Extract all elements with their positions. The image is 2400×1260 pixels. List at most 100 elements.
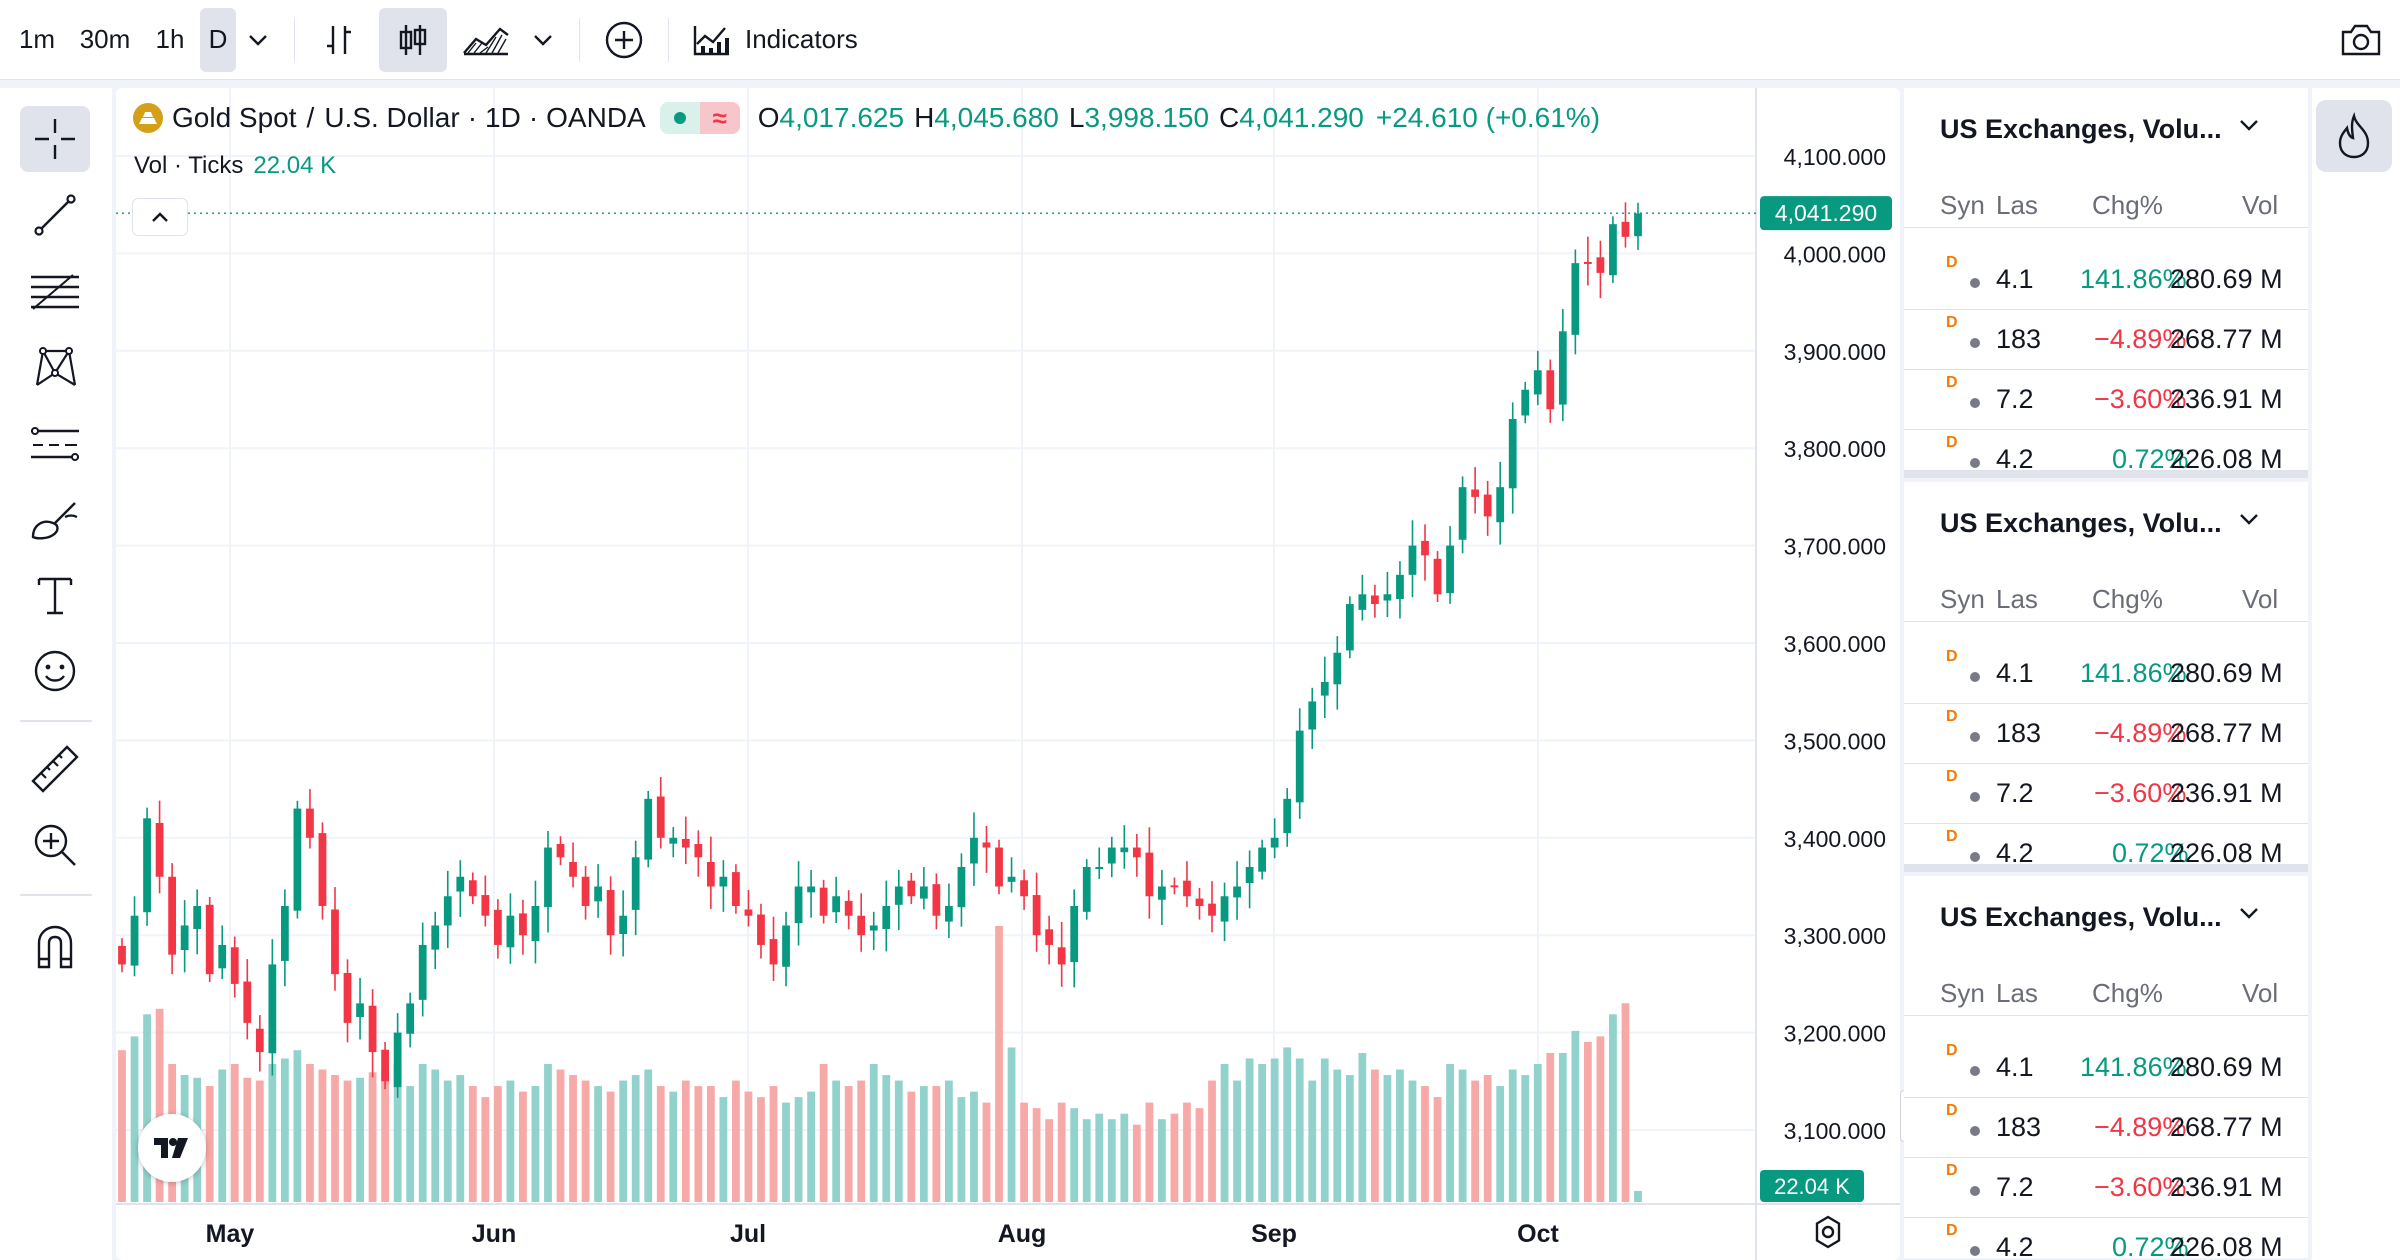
watchlist-divider[interactable] (1904, 470, 2308, 478)
candle-body (844, 900, 853, 916)
interval-1h-button[interactable]: 1h (155, 24, 185, 54)
price-tick-label: 3,400.000 (1784, 826, 1886, 852)
candle-body (957, 867, 966, 908)
col-change[interactable]: Chg% (2092, 584, 2163, 614)
watchlist-row[interactable]: D 4.2 0.72% 226.08 M (1904, 1218, 2308, 1258)
watchlist-row[interactable]: D 4.1 141.86% 280.69 M (1904, 644, 2308, 704)
volume-bar (769, 1086, 778, 1202)
volume-bar (669, 1091, 678, 1202)
price-chart[interactable]: 4,100.000 4,000.000 3,900.000 3,800.000 3,70… (116, 88, 1900, 1260)
interval-d-button[interactable]: D (200, 7, 236, 72)
top-toolbar: 1m 30m 1h D Indicators (0, 0, 2400, 80)
interval-dropdown-button[interactable] (236, 8, 280, 72)
pattern-tool-button[interactable] (20, 334, 90, 400)
indicators-button[interactable]: Indicators (683, 8, 872, 72)
candle-body (1471, 489, 1480, 497)
fib-tool-button[interactable] (20, 258, 90, 324)
chevron-down-icon[interactable] (2238, 906, 2260, 920)
watchlist-row[interactable]: D 183 −4.89% 268.77 M (1904, 310, 2308, 370)
compare-symbol-button[interactable] (594, 8, 654, 72)
volume-bar (556, 1069, 565, 1202)
volume-bar (331, 1075, 339, 1202)
watchlist-row[interactable]: D 4.1 141.86% 280.69 M (1904, 250, 2308, 310)
trend-line-tool-button[interactable] (20, 182, 90, 248)
col-symbol[interactable]: Syn (1940, 190, 1985, 220)
camera-icon (2341, 24, 2381, 55)
change-percent: 0.72% (2112, 444, 2189, 470)
watchlist-row[interactable]: D 7.2 −3.60% 236.91 M (1904, 1158, 2308, 1218)
volume-bar (1471, 1080, 1480, 1202)
col-volume[interactable]: Vol (2242, 584, 2279, 614)
interval-1m-button[interactable]: 1m (18, 24, 56, 54)
col-last[interactable]: Las (1996, 584, 2038, 614)
prediction-tool-button[interactable] (20, 410, 90, 476)
crosshair-tool-button[interactable] (20, 106, 90, 172)
snapshot-button[interactable] (2326, 8, 2396, 72)
bar-chart-type-button[interactable] (309, 8, 373, 72)
volume-bar (1132, 1124, 1141, 1202)
volume-bar (1584, 1041, 1592, 1202)
col-volume[interactable]: Vol (2242, 190, 2279, 220)
last-price: 183 (1996, 1112, 2042, 1142)
volume-bar (694, 1086, 703, 1202)
symbol-name[interactable]: Gold Spot (172, 102, 297, 133)
watchlist-row[interactable]: D 4.2 0.72% 226.08 M (1904, 430, 2308, 470)
watchlist-row[interactable]: D 7.2 −3.60% 236.91 M (1904, 764, 2308, 824)
ruler-tool-button[interactable] (20, 736, 90, 802)
chart-pane[interactable]: 4,100.000 4,000.000 3,900.000 3,800.000 3,70… (116, 88, 1900, 1260)
volume: 268.77 M (2170, 718, 2283, 748)
watchlist-row[interactable]: D 7.2 −3.60% 236.91 M (1904, 370, 2308, 430)
chevron-down-icon[interactable] (2238, 118, 2260, 132)
watchlist-title[interactable]: US Exchanges, Volu... (1940, 114, 2222, 144)
status-dot (1970, 1126, 1980, 1136)
chart-type-dropdown-button[interactable] (521, 8, 565, 72)
market-status-pill[interactable]: ≈ (659, 102, 740, 134)
candle-body (694, 844, 703, 858)
candle-body (1508, 418, 1517, 489)
close-value: 4,041.290 (1239, 102, 1364, 133)
candle-body (1095, 867, 1104, 870)
watchlist-divider[interactable] (1904, 864, 2308, 872)
col-change[interactable]: Chg% (2092, 978, 2163, 1008)
tools-divider (20, 894, 92, 896)
volume: 280.69 M (2170, 658, 2283, 688)
drawing-toolbar (0, 88, 112, 1260)
chart-settings-button[interactable] (1810, 1214, 1846, 1255)
watchlist-row[interactable]: D 4.2 0.72% 226.08 M (1904, 824, 2308, 864)
candle-body (1308, 701, 1317, 730)
price-tick-label: 3,500.000 (1784, 728, 1886, 754)
brush-tool-button[interactable] (20, 486, 90, 552)
gold-symbol-logo-icon (133, 103, 163, 133)
change-percent: 141.86% (2080, 1052, 2187, 1082)
col-symbol[interactable]: Syn (1940, 584, 1985, 614)
col-symbol[interactable]: Syn (1940, 978, 1985, 1008)
emoji-tool-button[interactable] (20, 638, 90, 704)
watchlist-row[interactable]: D 4.1 141.86% 280.69 M (1904, 1038, 2308, 1098)
watchlist-title[interactable]: US Exchanges, Volu... (1940, 508, 2222, 538)
watchlist-header: Syn Las Chg% Vol (1904, 972, 2308, 1016)
collapse-legend-button[interactable] (132, 198, 188, 236)
candle-body (869, 925, 878, 931)
hotlists-button[interactable] (2316, 100, 2392, 172)
text-tool-button[interactable] (20, 562, 90, 628)
candle-body (769, 939, 778, 965)
volume-bar (293, 1050, 302, 1202)
zoom-tool-button[interactable] (20, 812, 90, 878)
area-chart-type-button[interactable] (451, 8, 521, 72)
magnet-tool-button[interactable] (20, 914, 90, 980)
watchlist-row[interactable]: D 183 −4.89% 268.77 M (1904, 1098, 2308, 1158)
col-change[interactable]: Chg% (2092, 190, 2163, 220)
col-last[interactable]: Las (1996, 978, 2038, 1008)
tradingview-logo[interactable] (138, 1114, 206, 1182)
delayed-badge: D (1946, 708, 1958, 725)
watchlist-widget: US Exchanges, Volu... Syn Las Chg% Vol D… (1904, 876, 2308, 1258)
watchlist-title[interactable]: US Exchanges, Volu... (1940, 902, 2222, 932)
volume-bar (118, 1050, 126, 1202)
col-last[interactable]: Las (1996, 190, 2038, 220)
watchlist-row[interactable]: D 183 −4.89% 268.77 M (1904, 704, 2308, 764)
interval-30m-button[interactable]: 30m (79, 24, 131, 54)
col-volume[interactable]: Vol (2242, 978, 2279, 1008)
candle-chart-type-button[interactable] (379, 7, 447, 72)
chevron-down-icon[interactable] (2238, 512, 2260, 526)
volume-bar (1057, 1102, 1066, 1202)
